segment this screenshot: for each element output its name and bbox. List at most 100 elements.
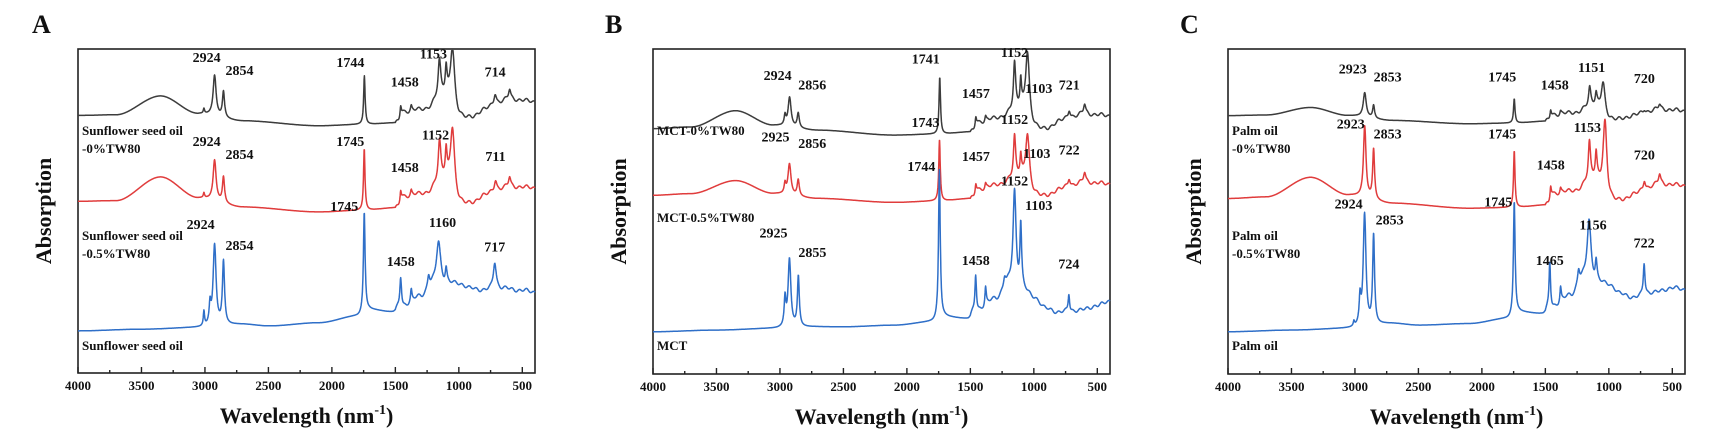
peak-label: 2925 — [759, 227, 787, 242]
x-tick-label: 1500 — [957, 379, 983, 394]
series-label: Palm oil — [1232, 338, 1278, 353]
peak-label: 1160 — [429, 216, 456, 231]
series-label: -0.5%TW80 — [82, 246, 150, 261]
peak-label: 2856 — [798, 137, 826, 152]
panel-letter: B — [605, 10, 622, 39]
x-tick-label: 3000 — [192, 378, 218, 393]
peak-label: 2853 — [1376, 214, 1404, 229]
spectrum-line — [77, 212, 536, 332]
peak-label: 1153 — [1574, 121, 1601, 136]
peak-label: 2923 — [1337, 118, 1365, 133]
panel-a: A 4000 3500 3000 2500 2000 1500 1000 500 Waveleng… — [31, 10, 536, 428]
panel-letter: C — [1180, 10, 1199, 39]
peak-label: 1151 — [1578, 61, 1605, 76]
peak-label: 1458 — [1541, 79, 1569, 94]
peak-label: 2853 — [1374, 127, 1402, 142]
peak-label: 2854 — [225, 64, 253, 79]
peak-label: 2854 — [225, 239, 253, 254]
peak-label: 1458 — [391, 161, 419, 176]
x-tick-label: 4000 — [65, 378, 91, 393]
peak-label: 2924 — [193, 51, 221, 66]
series-label: MCT — [657, 338, 688, 353]
peak-label: 1458 — [962, 254, 990, 269]
peak-label: 1458 — [1537, 158, 1565, 173]
x-axis-title: Wavelength (nm-1) — [1370, 404, 1544, 429]
spectrum-line — [1227, 81, 1686, 125]
series-sunflower-seed-oil-0-5-tw80: Sunflower seed oil -0.5%TW80 2924 2854 1745 1… — [77, 126, 536, 261]
series-label: Sunflower seed oil — [82, 338, 183, 353]
x-tick-label: 3500 — [703, 379, 729, 394]
peak-label: 1458 — [391, 75, 419, 90]
series-mct-0-tw80: MCT-0%TW80 2924 2856 1741 1457 1152 1103 721 — [652, 46, 1111, 138]
panel-letter: A — [32, 10, 51, 39]
series-label: -0.5%TW80 — [1232, 246, 1300, 261]
series-palm-oil-0-5-tw80: Palm oil -0.5%TW80 2923 2853 1745 1458 1153 720 — [1227, 118, 1686, 261]
peak-label: 722 — [1059, 144, 1080, 159]
x-tick-label: 4000 — [1215, 379, 1241, 394]
peak-label: 720 — [1634, 72, 1655, 87]
x-tick-label: 2000 — [319, 378, 345, 393]
spectrum-line — [77, 49, 536, 127]
peak-label: 1152 — [1001, 113, 1028, 128]
peak-label: 1745 — [1488, 127, 1516, 142]
panel-b: B 4000 3500 3000 2500 2000 1500 1000 500 Waveleng… — [605, 10, 1111, 429]
series-label: -0%TW80 — [82, 141, 141, 156]
x-axis-title: Wavelength (nm-1) — [795, 404, 969, 429]
x-tick-label: 500 — [1663, 379, 1683, 394]
series-palm-oil-0-tw80: Palm oil -0%TW80 2923 2853 1745 1458 1151 720 — [1227, 61, 1686, 156]
peak-label: 1465 — [1536, 254, 1564, 269]
x-tick-label: 3500 — [128, 378, 154, 393]
x-tick-label: 1500 — [382, 378, 408, 393]
peak-label: 1152 — [422, 129, 449, 144]
peak-label: 1457 — [962, 87, 990, 102]
peak-label: 1152 — [1001, 46, 1028, 61]
peak-label: 1103 — [1025, 82, 1052, 97]
x-tick-label: 3000 — [767, 379, 793, 394]
peak-label: 2924 — [193, 135, 221, 150]
peak-label: 2925 — [761, 131, 789, 146]
x-tick-label: 1500 — [1532, 379, 1558, 394]
peak-label: 2923 — [1339, 62, 1367, 77]
peak-label: 2855 — [798, 246, 826, 261]
series-label: Palm oil — [1232, 228, 1278, 243]
peak-label: 2924 — [187, 218, 215, 233]
peak-label: 2924 — [1335, 197, 1363, 212]
series-sunflower-seed-oil: Sunflower seed oil 2924 2854 1745 1458 1160 71… — [77, 200, 536, 353]
series-label: Sunflower seed oil — [82, 228, 183, 243]
series-label: Sunflower seed oil — [82, 123, 183, 138]
x-tick-label: 500 — [1088, 379, 1108, 394]
plot-frame — [1227, 48, 1686, 375]
peak-label: 1744 — [907, 160, 935, 175]
peak-label: 711 — [485, 150, 505, 165]
spectrum-line — [77, 126, 536, 213]
plot-frame — [652, 48, 1111, 375]
peak-label: 1152 — [1001, 175, 1028, 190]
spectrum-line — [652, 50, 1111, 136]
peak-label: 1745 — [1484, 196, 1512, 211]
x-tick-label: 4000 — [640, 379, 666, 394]
peak-label: 714 — [485, 66, 506, 81]
peak-label: 1745 — [336, 135, 364, 150]
y-axis-title: Absorption — [1181, 158, 1206, 264]
series-label: MCT-0.5%TW80 — [657, 210, 754, 225]
panel-c: C 4000 3500 3000 2500 2000 1500 1000 500 Waveleng… — [1180, 10, 1686, 429]
spectrum-line — [1227, 118, 1686, 209]
x-tick-label: 1000 — [1596, 379, 1622, 394]
y-axis-title: Absorption — [31, 158, 56, 264]
x-axis-title: Wavelength (nm-1) — [220, 403, 394, 428]
peak-label: 1741 — [912, 53, 940, 68]
x-tick-label: 2000 — [1469, 379, 1495, 394]
x-tick-label: 1000 — [1021, 379, 1047, 394]
series-label: Palm oil — [1232, 123, 1278, 138]
peak-label: 1745 — [330, 200, 358, 215]
plot-frame — [77, 48, 536, 374]
x-tick-label: 3500 — [1278, 379, 1304, 394]
spectrum-line — [1227, 202, 1686, 333]
x-tick-label: 2500 — [1405, 379, 1431, 394]
series-mct-0-5-tw80: MCT-0.5%TW80 2925 2856 1743 1457 1152 1103 722 — [652, 113, 1111, 225]
spectrum-line — [652, 132, 1111, 204]
peak-label: 724 — [1058, 257, 1079, 272]
series-label: MCT-0%TW80 — [657, 123, 745, 138]
x-tick-label: 2000 — [894, 379, 920, 394]
